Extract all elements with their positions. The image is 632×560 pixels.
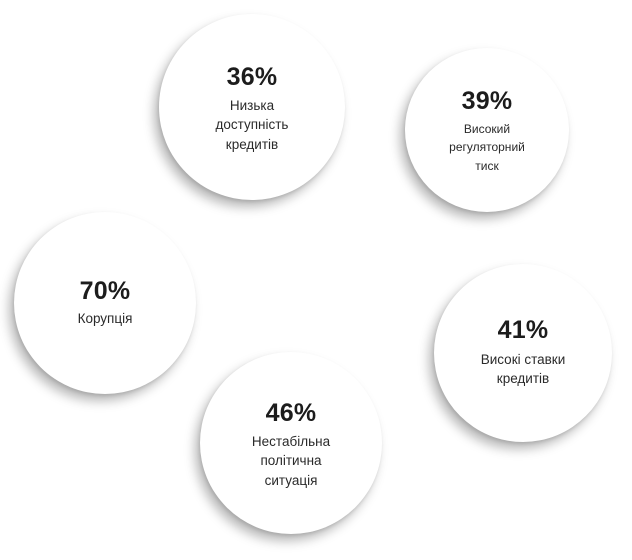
- bubble-unstable-political-situation: 46% Нестабільна політична ситуація: [200, 352, 382, 534]
- bubble-percent: 41%: [497, 316, 549, 345]
- bubble-percent: 70%: [79, 276, 131, 305]
- bubble-high-regulatory-pressure: 39% Високий регуляторний тиск: [405, 48, 569, 212]
- bubble-label: Нестабільна політична ситуація: [251, 433, 331, 488]
- bubble-label: Високі ставки кредитів: [480, 351, 566, 387]
- bubble-label: Низька доступність кредитів: [215, 97, 289, 152]
- bubble-corruption: 70% Корупція: [14, 212, 196, 394]
- bubble-percent: 36%: [226, 62, 278, 91]
- bubble-label: Корупція: [77, 310, 133, 326]
- bubble-percent: 46%: [265, 398, 317, 427]
- bubble-low-credit-availability: 36% Низька доступність кредитів: [159, 14, 345, 200]
- bubble-percent: 39%: [461, 87, 513, 116]
- bubble-high-credit-rates: 41% Високі ставки кредитів: [434, 264, 612, 442]
- bubble-label: Високий регуляторний тиск: [449, 121, 525, 173]
